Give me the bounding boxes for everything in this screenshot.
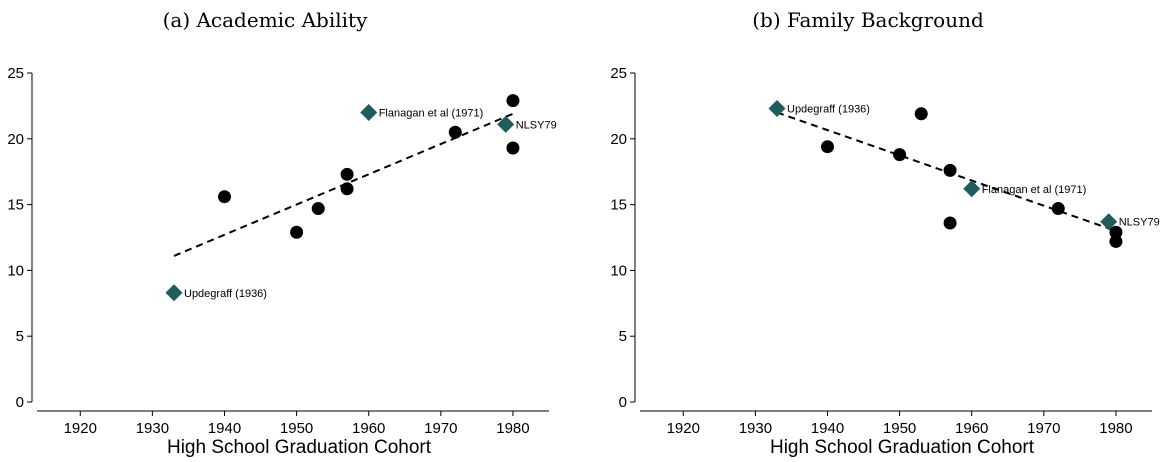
point-annotation: Flanagan et al (1971) [379, 107, 484, 119]
point-annotation: NLSY79 [516, 119, 557, 131]
highlighted-point [1100, 213, 1118, 231]
x-tick-label: 1950 [883, 420, 916, 437]
y-tick-label: 10 [610, 262, 627, 279]
data-point [914, 107, 928, 121]
point-annotation: Flanagan et al (1971) [982, 184, 1087, 196]
y-tick-label: 20 [610, 131, 627, 148]
point-annotation: Updegraff (1936) [787, 104, 870, 116]
x-tick-label: 1970 [1027, 420, 1060, 437]
data-point [506, 94, 520, 108]
y-tick-label: 10 [7, 262, 24, 279]
data-point [1109, 225, 1123, 239]
x-tick-label: 1920 [667, 420, 700, 437]
highlighted-point [497, 115, 515, 133]
point-annotation: Updegraff (1936) [184, 288, 267, 300]
highlighted-point [963, 180, 981, 198]
data-point [290, 225, 304, 239]
x-axis-label: High School Graduation Cohort [167, 437, 432, 458]
y-tick-label: 5 [16, 328, 24, 345]
data-point [1051, 202, 1065, 216]
x-tick-label: 1980 [1099, 420, 1132, 437]
y-tick-label: 15 [7, 197, 24, 214]
data-point [448, 125, 462, 139]
data-point [820, 140, 834, 154]
highlighted-point [360, 103, 378, 121]
y-tick-label: 15 [610, 197, 627, 214]
data-point [340, 182, 354, 196]
x-tick-label: 1940 [208, 420, 241, 437]
x-tick-label: 1930 [136, 420, 169, 437]
x-tick-label: 1960 [352, 420, 385, 437]
y-tick-label: 0 [16, 394, 24, 411]
y-tick-label: 25 [610, 65, 627, 82]
y-tick-label: 5 [619, 328, 627, 345]
y-tick-label: 20 [7, 131, 24, 148]
chart-title: (b) Family Background [752, 8, 984, 32]
data-point [943, 216, 957, 230]
data-point [340, 167, 354, 181]
chart-title: (a) Academic Ability [163, 8, 368, 32]
highlighted-point [768, 100, 786, 118]
data-point [893, 148, 907, 162]
chart-panel-academic-ability: (a) Academic Ability High School Graduat… [7, 8, 557, 458]
data-point [311, 202, 325, 216]
y-tick-label: 0 [619, 394, 627, 411]
data-point [1109, 234, 1123, 248]
x-tick-label: 1980 [496, 420, 529, 437]
x-axis-label: High School Graduation Cohort [770, 437, 1035, 458]
data-point [217, 190, 231, 204]
data-point [943, 163, 957, 177]
x-tick-label: 1950 [280, 420, 313, 437]
chart-panel-family-background: (b) Family Background High School Gradua… [585, 0, 1170, 462]
x-tick-label: 1940 [811, 420, 844, 437]
highlighted-point [165, 284, 183, 302]
chart-academic-ability: (a) Academic Ability High School Graduat… [7, 8, 557, 458]
point-annotation: NLSY79 [1119, 217, 1160, 229]
chart-family-background: (b) Family Background High School Gradua… [610, 8, 1160, 458]
x-tick-label: 1960 [955, 420, 988, 437]
x-tick-label: 1920 [64, 420, 97, 437]
x-tick-label: 1930 [739, 420, 772, 437]
x-tick-label: 1970 [424, 420, 457, 437]
y-tick-label: 25 [7, 65, 24, 82]
data-point [506, 141, 520, 155]
